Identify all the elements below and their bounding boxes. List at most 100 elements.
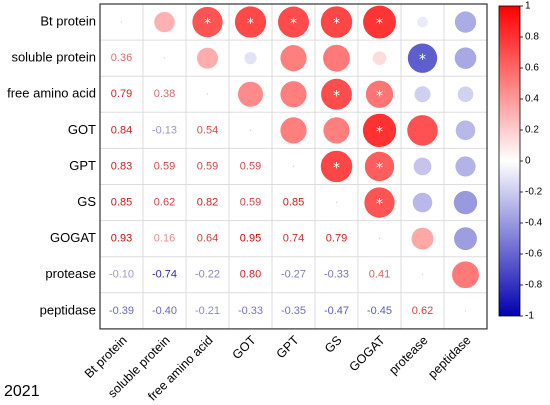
diagonal-mark: · bbox=[421, 269, 425, 281]
correlation-value: 0.54 bbox=[197, 124, 218, 136]
significance-star: * bbox=[247, 16, 254, 32]
correlation-circle bbox=[411, 227, 434, 250]
correlation-circle bbox=[412, 192, 433, 213]
correlation-value: -0.10 bbox=[109, 269, 134, 281]
correlation-value: 0.85 bbox=[111, 196, 132, 208]
row-labels: Bt protein soluble protein free amino acid… bbox=[7, 13, 96, 317]
correlation-value: 0.80 bbox=[240, 269, 261, 281]
significance-star: * bbox=[290, 16, 297, 32]
column-label: protease bbox=[386, 333, 430, 377]
correlation-value: -0.27 bbox=[281, 269, 306, 281]
correlation-value: 0.64 bbox=[197, 233, 218, 245]
correlation-circle bbox=[280, 45, 307, 72]
correlation-value: 0.62 bbox=[412, 305, 433, 317]
correlation-value: 0.93 bbox=[111, 233, 132, 245]
correlation-circle bbox=[457, 86, 474, 103]
correlation-circle bbox=[365, 80, 394, 108]
significance-star: * bbox=[376, 197, 383, 213]
significance-star: * bbox=[376, 160, 383, 176]
correlation-circle bbox=[323, 44, 350, 72]
diagonal-mark: · bbox=[378, 233, 382, 245]
correlation-circle bbox=[362, 113, 397, 147]
colorbar-tick-label: -0.2 bbox=[525, 187, 543, 198]
correlation-value: 0.84 bbox=[111, 124, 132, 136]
correlation-circle bbox=[453, 190, 478, 215]
row-label: soluble protein bbox=[11, 50, 96, 65]
significance-star: * bbox=[419, 52, 426, 68]
colorbar-tick-label: -0.4 bbox=[525, 218, 543, 229]
correlation-value: 0.59 bbox=[197, 160, 218, 172]
correlation-value: 0.79 bbox=[111, 88, 132, 100]
significance-star: * bbox=[333, 88, 340, 104]
correlation-circle bbox=[454, 47, 477, 69]
correlation-value: -0.22 bbox=[195, 269, 220, 281]
correlation-circle bbox=[454, 227, 477, 251]
colorbar-tick-label: -0.8 bbox=[525, 280, 543, 291]
correlation-circle bbox=[323, 117, 350, 144]
row-label: GPT bbox=[69, 158, 96, 173]
diagonal-mark: · bbox=[163, 52, 167, 64]
correlation-value: 0.16 bbox=[154, 233, 175, 245]
correlation-value: -0.33 bbox=[238, 305, 263, 317]
diagonal-mark: · bbox=[249, 124, 253, 136]
correlation-circle bbox=[407, 43, 438, 73]
correlation-circle bbox=[455, 120, 476, 141]
grid-layer bbox=[99, 3, 488, 330]
correlation-circle bbox=[364, 151, 395, 182]
diagonal-mark: · bbox=[464, 305, 468, 317]
plot-border bbox=[99, 3, 488, 330]
correlation-value: 0.41 bbox=[369, 269, 390, 281]
correlation-value: 0.85 bbox=[283, 196, 304, 208]
diagonal-mark: · bbox=[120, 16, 124, 28]
correlation-circle bbox=[280, 117, 307, 144]
column-label: GOGAT bbox=[346, 333, 387, 374]
correlation-circle bbox=[196, 47, 219, 69]
significance-star: * bbox=[204, 16, 211, 32]
correlation-circle bbox=[452, 261, 479, 289]
correlation-circle bbox=[234, 6, 267, 38]
correlation-value: 0.38 bbox=[154, 88, 175, 100]
correlation-value: 0.82 bbox=[197, 196, 218, 208]
row-label: GS bbox=[77, 194, 96, 209]
significance-star: * bbox=[376, 16, 383, 32]
significance-star: * bbox=[333, 160, 340, 176]
colorbar-tick-label: 1 bbox=[525, 1, 531, 12]
correlation-value: 0.59 bbox=[240, 196, 261, 208]
correlation-circle bbox=[192, 6, 223, 38]
correlation-circle bbox=[454, 11, 477, 33]
significance-star: * bbox=[333, 16, 340, 32]
correlation-value: 0.36 bbox=[111, 52, 132, 64]
correlation-circle bbox=[363, 5, 396, 39]
significance-star: * bbox=[376, 124, 383, 140]
column-label: GOT bbox=[230, 333, 259, 362]
correlation-value: 0.59 bbox=[154, 160, 175, 172]
colorbar-tick-label: -1 bbox=[525, 311, 534, 322]
colorbar-tick-label: 0.4 bbox=[525, 94, 539, 105]
correlation-value: -0.33 bbox=[324, 269, 349, 281]
correlation-value: -0.74 bbox=[152, 269, 177, 281]
column-label: GPT bbox=[274, 333, 302, 361]
significance-star: * bbox=[376, 88, 383, 104]
correlation-value: -0.13 bbox=[152, 124, 177, 136]
row-label: free amino acid bbox=[7, 86, 96, 101]
correlation-circle bbox=[320, 6, 353, 38]
correlation-circle bbox=[417, 16, 428, 28]
column-label: GS bbox=[322, 333, 345, 356]
diagonal-mark: · bbox=[206, 88, 210, 100]
correlation-circle bbox=[321, 78, 352, 110]
colorbar-gradient bbox=[498, 5, 521, 317]
colorbar-tick-label: 0.2 bbox=[525, 125, 539, 136]
correlation-value: -0.21 bbox=[195, 305, 220, 317]
row-label: GOT bbox=[68, 122, 96, 137]
correlation-circle bbox=[320, 150, 353, 183]
diagonal-mark: · bbox=[335, 196, 339, 208]
correlation-circle bbox=[277, 6, 310, 38]
row-label: peptidase bbox=[40, 302, 96, 317]
colorbar-tick-label: -0.6 bbox=[525, 249, 543, 260]
correlation-circle bbox=[280, 81, 307, 108]
correlation-circle bbox=[455, 156, 476, 177]
correlation-circle bbox=[414, 86, 431, 103]
correlation-circle bbox=[364, 187, 395, 218]
